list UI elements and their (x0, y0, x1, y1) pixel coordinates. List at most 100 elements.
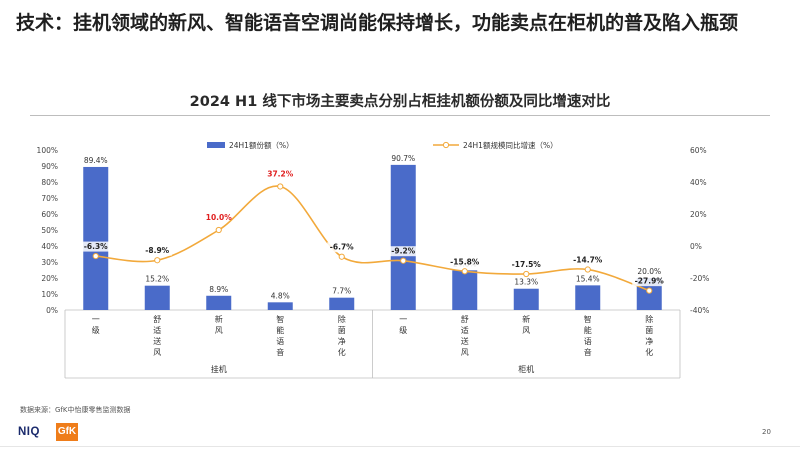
y-left-tick-label: 10% (41, 290, 58, 299)
x-tick-label: 风 (522, 326, 530, 335)
x-tick-label: 风 (461, 348, 469, 357)
x-tick-label: 风 (215, 326, 223, 335)
y-right-tick-label: -40% (690, 306, 709, 315)
line-value-label: 10.0% (206, 213, 233, 222)
growth-line (95, 185, 650, 292)
growth-point (154, 257, 161, 264)
bar (575, 285, 601, 310)
x-tick-label: 级 (92, 325, 100, 335)
line-value-label: -6.3% (84, 242, 108, 251)
bar-value-label: 15.2% (145, 275, 169, 284)
bar-value-label: 8.9% (209, 285, 228, 294)
x-tick-label: 舒 (153, 314, 161, 324)
line-label-bg (142, 245, 172, 256)
y-right-tick-label: 60% (690, 146, 707, 155)
x-tick-label: 语 (584, 336, 592, 346)
line-value-label: -14.7% (573, 256, 603, 265)
x-tick-label: 净 (645, 336, 653, 346)
line-label-bg (81, 241, 111, 252)
y-right-tick-label: 0% (690, 242, 702, 251)
x-tick-label: 净 (338, 336, 346, 346)
x-tick-label: 化 (338, 347, 346, 357)
bar-value-label: 7.7% (332, 287, 351, 296)
legend-bar-label: 24H1额份额（%） (229, 140, 294, 150)
bar-value-label: 20.0% (637, 267, 661, 276)
x-tick-label: 一 (92, 315, 100, 324)
x-tick-label: 音 (276, 347, 284, 357)
data-source-note: 数据来源：GfK中怡康零售监测数据 (20, 406, 131, 414)
x-tick-label: 级 (399, 325, 407, 335)
x-tick-label: 风 (153, 348, 161, 357)
line-value-label: -6.7% (330, 243, 354, 252)
group-label: 柜机 (518, 364, 534, 374)
bar (144, 285, 170, 310)
title-divider (30, 115, 770, 116)
line-label-bg (447, 256, 482, 267)
legend-bar-swatch (207, 142, 225, 148)
x-tick-label: 智 (584, 314, 592, 324)
legend-line-marker (442, 141, 450, 149)
line-label-bg (509, 259, 544, 270)
x-tick-label: 适 (461, 325, 469, 335)
bar (83, 166, 109, 310)
bar (267, 302, 293, 310)
x-tick-label: 音 (584, 347, 592, 357)
line-value-label: -17.5% (512, 260, 542, 269)
page-number: 20 (762, 428, 771, 436)
line-value-label: -9.2% (391, 247, 415, 256)
x-tick-label: 语 (276, 336, 284, 346)
growth-point (277, 183, 284, 190)
bar-series (83, 164, 662, 310)
y-right-tick-label: 40% (690, 178, 707, 187)
growth-point (523, 270, 530, 278)
y-left-tick-label: 0% (46, 306, 58, 315)
line-series (92, 183, 653, 294)
line-value-label: 37.2% (267, 169, 294, 178)
gfk-logo: GfK (56, 423, 78, 441)
bar-value-label: 15.4% (576, 274, 600, 283)
y-left-tick-label: 100% (37, 146, 58, 155)
bar (206, 295, 232, 310)
chart-title: 2024 H1 线下市场主要卖点分别占柜挂机额份额及同比增速对比 (189, 94, 611, 110)
y-left-tick-label: 40% (41, 242, 58, 251)
line-label-bg (632, 276, 667, 287)
x-tick-label: 送 (461, 336, 469, 346)
x-tick-label: 能 (276, 325, 284, 335)
growth-point (92, 252, 99, 260)
growth-point (584, 266, 591, 273)
line-value-label: -8.9% (145, 246, 169, 255)
chart-legend: 24H1额份额（%） 24H1额规模同比增速（%） (207, 140, 558, 150)
bar (390, 164, 416, 310)
legend-line-label: 24H1额规模同比增速（%） (463, 140, 558, 150)
x-tick-label: 菌 (338, 325, 346, 335)
growth-point (461, 268, 468, 275)
growth-point (646, 287, 653, 294)
y-left-tick-label: 20% (41, 274, 58, 283)
y-left-tick-label: 80% (41, 178, 58, 187)
x-tick-label: 新 (215, 314, 223, 324)
footer-divider (0, 446, 800, 447)
group-label: 挂机 (211, 364, 227, 374)
x-tick-label: 能 (584, 325, 592, 335)
x-tick-label: 送 (153, 336, 161, 346)
data-labels: 89.4%15.2%8.9%4.8%7.7%90.7%24.8%13.3%15.… (81, 154, 667, 300)
x-tick-label: 舒 (461, 314, 469, 324)
page-title: 技术：挂机领域的新风、智能语音空调尚能保持增长，功能卖点在柜机的普及陷入瓶颈 (16, 12, 739, 34)
niq-logo: NIQ (18, 426, 40, 438)
x-tick-label: 化 (645, 347, 653, 357)
bar-value-label: 13.3% (514, 278, 538, 287)
growth-point (215, 226, 222, 234)
y-right-tick-label: 20% (690, 210, 707, 219)
x-tick-label: 菌 (645, 325, 653, 335)
line-value-label: -15.8% (450, 257, 480, 266)
y-left-tick-label: 50% (41, 226, 58, 235)
y-left-tick-label: 30% (41, 258, 58, 267)
line-label-bg (570, 255, 605, 266)
y-left-tick-label: 90% (41, 162, 58, 171)
bar (513, 288, 539, 310)
y-right-tick-label: -20% (690, 274, 709, 283)
x-tick-label: 智 (276, 314, 284, 324)
bar-value-label: 4.8% (271, 291, 290, 300)
bar (452, 270, 478, 310)
bar-value-label: 90.7% (391, 154, 415, 163)
